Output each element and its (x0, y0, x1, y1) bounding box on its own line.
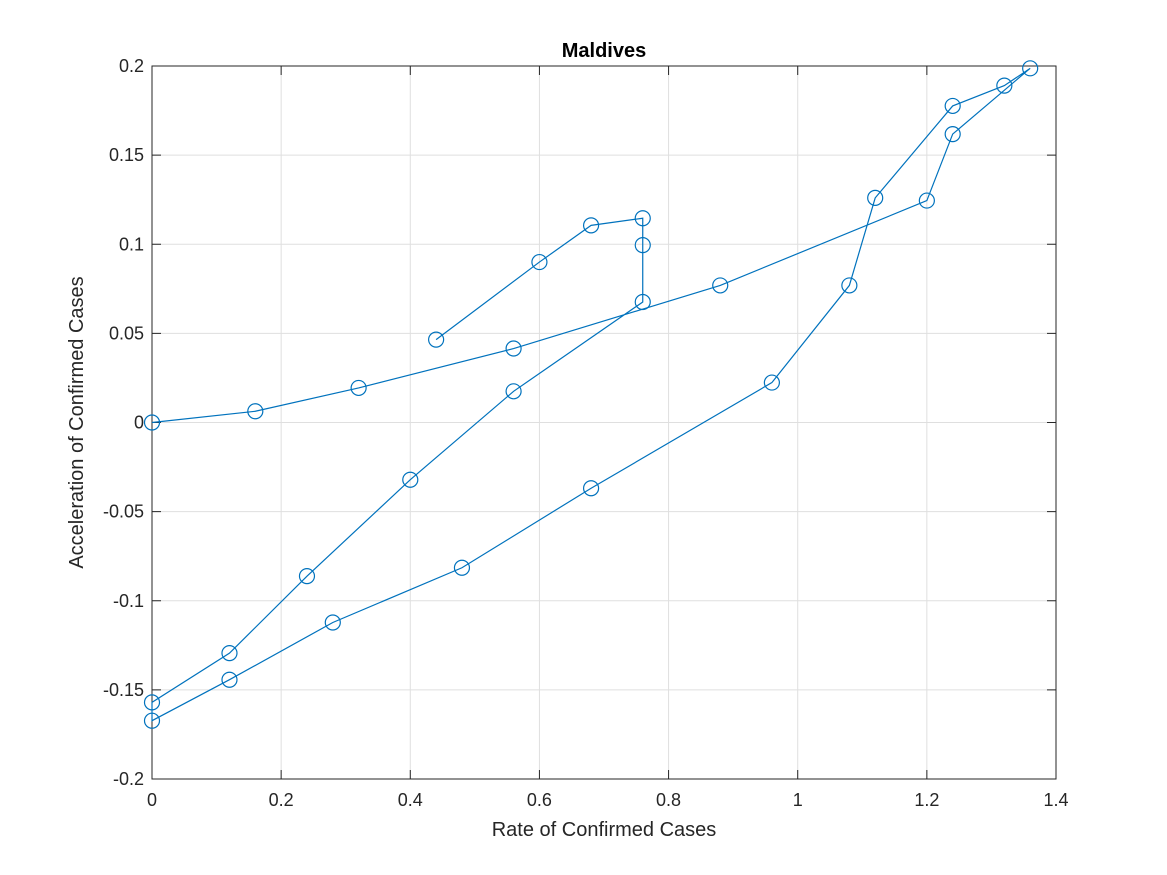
data-point (712, 277, 729, 294)
data-point (505, 383, 522, 400)
data-point (996, 77, 1013, 94)
x-tick-label: 0.8 (656, 790, 681, 810)
y-tick-label: -0.05 (103, 502, 144, 522)
data-point (143, 414, 161, 431)
data-point (531, 253, 548, 271)
data-point (350, 379, 367, 397)
data-point (453, 559, 471, 576)
data-point (428, 331, 445, 348)
x-tick-label: 1.2 (914, 790, 939, 810)
x-axis-label: Rate of Confirmed Cases (492, 819, 717, 841)
y-tick-label: -0.2 (113, 769, 144, 789)
data-point (841, 277, 858, 294)
data-point (505, 340, 522, 357)
labels: Maldives Rate of Confirmed Cases Acceler… (66, 40, 716, 841)
data-point (402, 471, 419, 488)
data-point (1022, 60, 1039, 77)
y-tick-label: -0.15 (103, 680, 144, 700)
data-point (324, 614, 341, 631)
data-point (221, 671, 238, 688)
x-tick-label: 0.6 (527, 790, 552, 810)
ticks: 0 0.2 0.4 0.6 0.8 1 1.2 1.4 -0.2 -0.15 -0.1 -0.05 0 0… (103, 56, 1069, 810)
data-point (143, 694, 161, 711)
x-tick-label: 0 (147, 790, 157, 810)
grid (151, 65, 1057, 780)
y-tick-label: 0.1 (119, 234, 144, 254)
x-tick-label: 0.4 (398, 790, 423, 810)
x-tick-label: 1.4 (1043, 790, 1068, 810)
x-tick-label: 1 (793, 790, 803, 810)
y-tick-label: -0.1 (113, 591, 144, 611)
y-tick-label: 0.05 (109, 323, 144, 343)
data-point (918, 192, 935, 209)
data-point (634, 210, 651, 227)
data-point (143, 712, 161, 729)
data-point (867, 189, 884, 207)
y-tick-label: 0.2 (119, 56, 144, 76)
data-point (582, 480, 600, 497)
data-point (247, 403, 264, 420)
data-point (944, 97, 961, 115)
y-tick-label: 0 (134, 413, 144, 433)
data-series (143, 60, 1039, 729)
series-line (151, 67, 1031, 722)
data-point (298, 568, 316, 585)
data-point (634, 237, 651, 254)
y-axis-label: Acceleration of Confirmed Cases (66, 276, 88, 568)
data-point (944, 125, 961, 143)
data-point (582, 217, 600, 234)
data-point (763, 374, 780, 391)
data-point (634, 293, 651, 311)
data-point (221, 645, 238, 662)
x-tick-label: 0.2 (269, 790, 294, 810)
y-tick-label: 0.15 (109, 145, 144, 165)
chart-title: Maldives (562, 40, 646, 62)
